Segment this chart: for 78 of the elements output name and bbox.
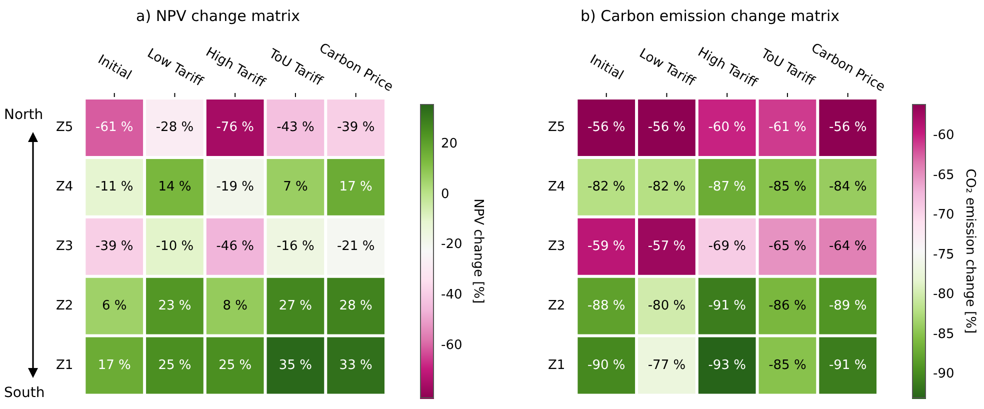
data-label: -89 % xyxy=(828,298,867,314)
color-bar-label: -80 xyxy=(933,287,954,302)
data-label: -39 % xyxy=(96,238,134,254)
data-label: -82 % xyxy=(588,180,626,195)
text: North xyxy=(4,107,44,123)
data-label: -28 % xyxy=(156,120,194,136)
data-label: -56 % xyxy=(648,120,686,136)
data-label: 35 % xyxy=(278,358,312,373)
data-label: -82 % xyxy=(648,180,686,195)
data-label: -21 % xyxy=(336,238,375,254)
color-bar-label: -20 xyxy=(441,237,462,252)
data-label: -93 % xyxy=(708,358,746,373)
data-label: -88 % xyxy=(588,298,626,314)
color-bar-label: 0 xyxy=(441,186,450,202)
data-label: -84 % xyxy=(828,180,867,195)
data-label: 25 % xyxy=(218,358,252,373)
y-tick-label: Z4 xyxy=(548,180,566,195)
data-label: -56 % xyxy=(828,120,867,136)
data-label: -16 % xyxy=(276,238,314,254)
data-label: -10 % xyxy=(156,238,194,254)
data-label: -91 % xyxy=(708,298,746,314)
data-label: -77 % xyxy=(648,358,686,373)
data-label: 28 % xyxy=(339,298,372,314)
y-tick-label: Z2 xyxy=(548,298,566,314)
data-label: -46 % xyxy=(216,238,254,254)
data-label: -87 % xyxy=(708,180,746,195)
y-tick-label: Z2 xyxy=(56,298,74,314)
text: South xyxy=(4,385,45,401)
data-label: -11 % xyxy=(96,180,134,195)
y-tick-label: Z3 xyxy=(548,238,566,254)
data-label: 23 % xyxy=(158,298,192,314)
data-label: -59 % xyxy=(588,238,626,254)
data-label: -64 % xyxy=(828,238,867,254)
data-label: -39 % xyxy=(336,120,375,136)
data-label: -85 % xyxy=(768,358,806,373)
color-bar-label: -40 xyxy=(441,287,462,302)
data-label: -56 % xyxy=(588,120,626,136)
data-label: -91 % xyxy=(828,358,867,373)
chart-title: a) NPV change matrix xyxy=(136,6,300,25)
y-tick-label: Z3 xyxy=(56,238,74,254)
y-tick-label: Z5 xyxy=(56,120,74,136)
data-label: -90 % xyxy=(588,358,626,373)
data-label: 25 % xyxy=(158,358,192,373)
color-bar-label: -65 xyxy=(933,168,954,183)
data-label: -60 % xyxy=(708,120,746,136)
data-label: -76 % xyxy=(216,120,254,136)
data-label: -19 % xyxy=(216,180,254,195)
color-bar-label: -60 xyxy=(933,128,954,144)
data-label: -43 % xyxy=(276,120,314,136)
y-tick-label: Z4 xyxy=(56,180,74,195)
data-label: -80 % xyxy=(648,298,686,314)
y-tick-label: Z1 xyxy=(548,358,566,373)
data-label: -86 % xyxy=(768,298,806,314)
data-label: 8 % xyxy=(222,298,248,314)
color-bar-label: -70 xyxy=(933,208,954,223)
data-label: -57 % xyxy=(648,238,686,254)
data-label: -61 % xyxy=(96,120,134,136)
color-bar-title: CO₂ emission change [%] xyxy=(962,168,978,334)
chart-title: b) Carbon emission change matrix xyxy=(580,6,840,25)
color-bar-label: -85 xyxy=(933,326,954,342)
data-label: 17 % xyxy=(98,358,131,373)
data-label: -69 % xyxy=(708,238,746,254)
color-bar-label: -75 xyxy=(933,247,954,262)
data-label: 14 % xyxy=(158,180,192,195)
data-label: 27 % xyxy=(278,298,312,314)
data-label: -65 % xyxy=(768,238,806,254)
y-tick-label: Z1 xyxy=(56,358,74,373)
data-label: -61 % xyxy=(768,120,806,136)
data-label: 7 % xyxy=(283,180,308,195)
data-label: 33 % xyxy=(339,358,372,373)
y-tick-label: Z5 xyxy=(548,120,566,136)
color-bar-label: -90 xyxy=(933,366,954,382)
data-label: -85 % xyxy=(768,180,806,195)
color-bar-title: NPV change [%] xyxy=(470,198,486,304)
color-bar-label: 20 xyxy=(441,136,458,152)
data-label: 17 % xyxy=(339,180,372,195)
data-label: 6 % xyxy=(102,298,127,314)
color-bar-label: -60 xyxy=(441,338,462,353)
